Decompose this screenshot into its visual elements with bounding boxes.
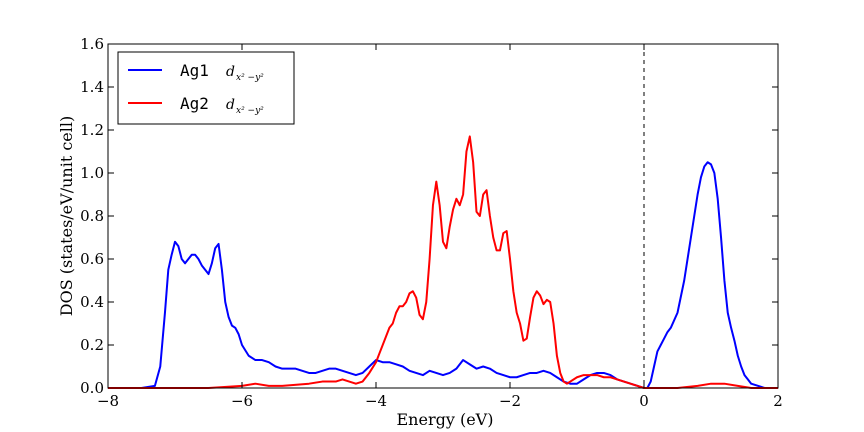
x-tick-label: −6	[231, 392, 253, 410]
x-tick-label: −2	[499, 392, 521, 410]
legend-sub-ag1: d	[226, 64, 235, 80]
legend-label-ag2: Ag2	[180, 94, 209, 113]
legend-box	[117, 51, 295, 125]
legend-label-ag1: Ag1	[180, 61, 209, 80]
y-tick-label: 1.0	[80, 164, 104, 182]
y-tick-label: 0.6	[80, 250, 104, 268]
y-tick-label: 1.2	[80, 121, 104, 139]
x-tick-label: 0	[639, 392, 649, 410]
y-tick-label: 0.8	[80, 207, 104, 225]
legend-sup-ag1: x² −y²	[236, 73, 264, 83]
y-axis-label: DOS (states/eV/unit cell)	[57, 116, 76, 316]
y-tick-label: 1.6	[80, 35, 104, 53]
x-tick-label: −4	[365, 392, 387, 410]
series-line-ag2	[108, 135, 778, 389]
plot-area	[108, 135, 778, 389]
legend: Ag1 d x² −y² Ag2 d x² −y²	[117, 51, 295, 125]
ticks: −8 −6 −4 −2 0 2 0.0 0.2 0.4 0.6 0.8 1.0 1.2 1.4 1.6	[80, 35, 783, 410]
y-tick-label: 0.0	[80, 379, 104, 397]
y-tick-label: 1.4	[80, 78, 104, 96]
x-tick-label: 2	[773, 392, 783, 410]
x-tick-label: −8	[97, 392, 119, 410]
y-tick-label: 0.2	[80, 336, 104, 354]
x-axis-label: Energy (eV)	[397, 410, 494, 429]
legend-sub-ag2: d	[226, 97, 235, 113]
y-tick-label: 0.4	[80, 293, 104, 311]
legend-sup-ag2: x² −y²	[236, 106, 264, 116]
series-line-ag1	[108, 161, 778, 389]
